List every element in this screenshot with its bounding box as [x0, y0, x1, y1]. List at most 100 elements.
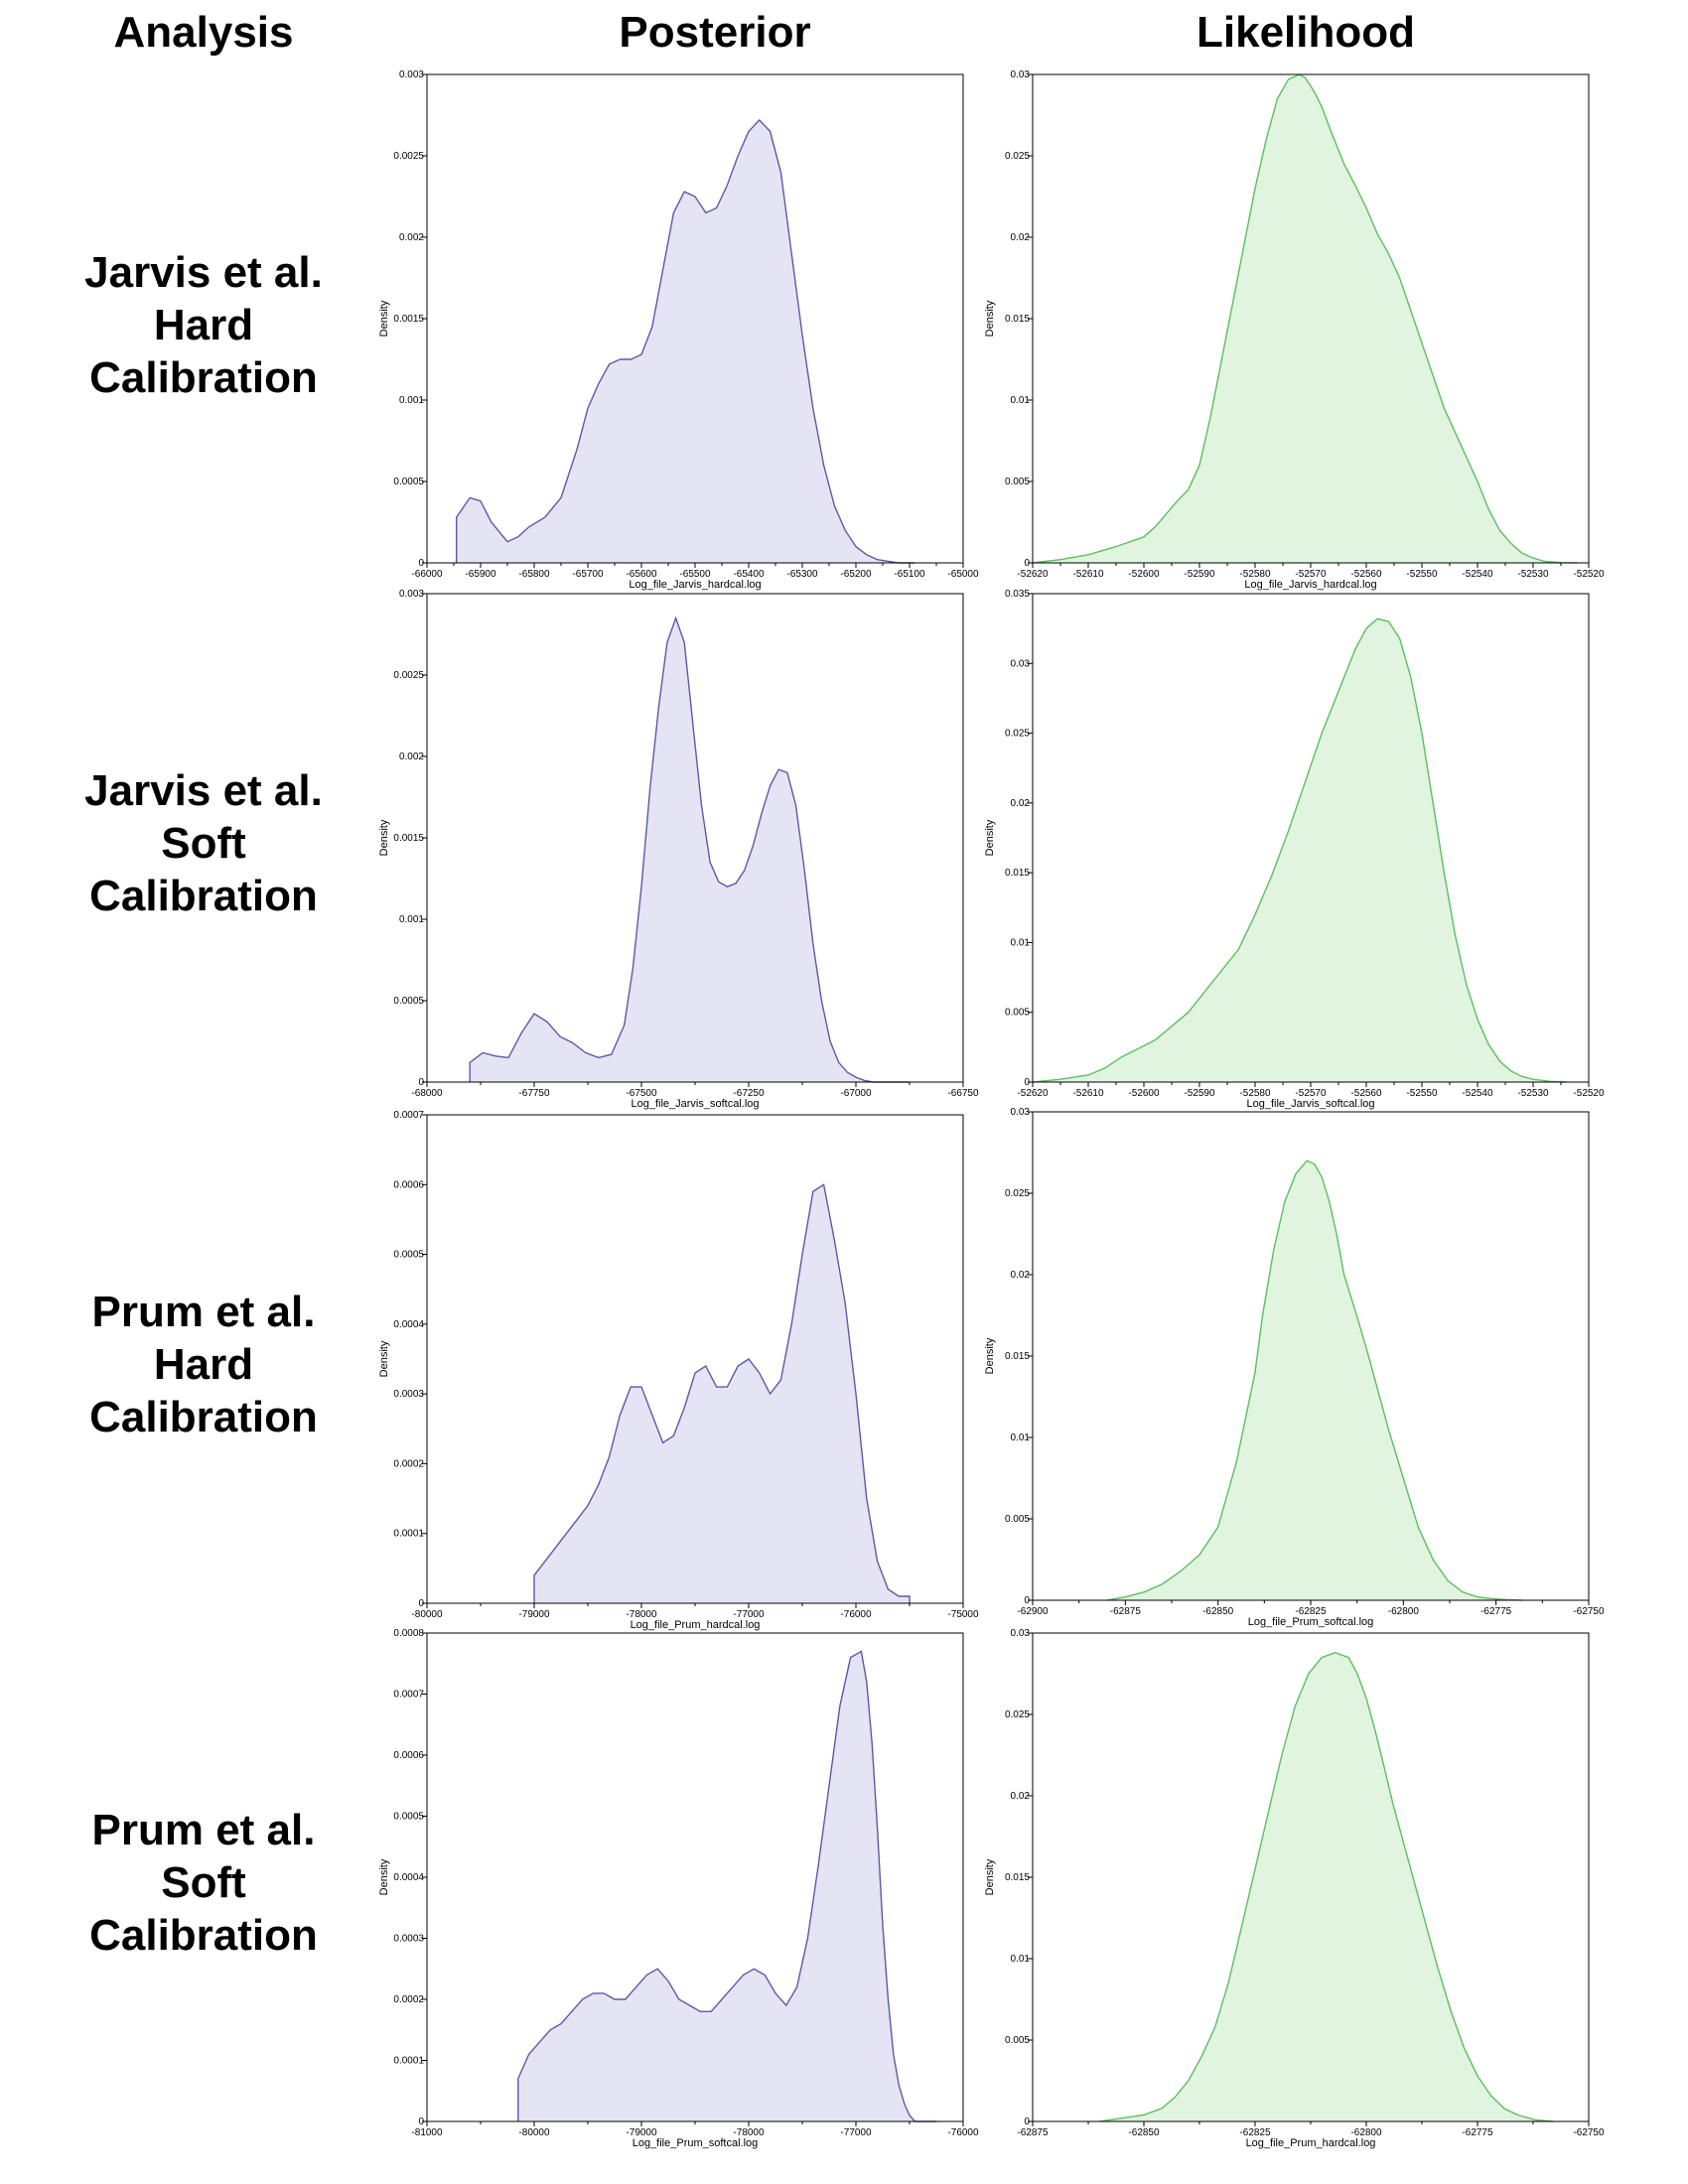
- x-tick-label: -52540: [1462, 1088, 1493, 1099]
- x-tick-label: -67750: [518, 1088, 550, 1099]
- y-tick-label: 0.025: [1005, 729, 1030, 740]
- y-tick-label: 0.0003: [393, 1389, 424, 1400]
- x-tick-label: -62775: [1480, 1606, 1512, 1617]
- row-label-line: Calibration: [89, 872, 318, 920]
- posterior-column-header: Posterior: [619, 8, 811, 57]
- y-axis-label: Density: [984, 819, 996, 856]
- x-tick-label: -52570: [1295, 569, 1327, 580]
- density-area: [1106, 1160, 1522, 1600]
- density-area: [470, 617, 910, 1082]
- y-tick-label: 0.0006: [393, 1179, 424, 1190]
- x-tick-label: -65100: [894, 569, 925, 580]
- y-tick-label: 0.01: [1011, 395, 1031, 406]
- density-area: [1099, 1652, 1554, 2121]
- x-tick-label: -80000: [411, 1609, 443, 1620]
- x-tick-label: -62800: [1388, 1606, 1420, 1617]
- x-tick-label: -78000: [733, 2127, 765, 2138]
- density-line: [469, 615, 910, 1083]
- x-tick-label: -52550: [1406, 1088, 1438, 1099]
- y-axis-label: Density: [984, 1337, 996, 1374]
- row-label-line: Prum et al.: [91, 1806, 316, 1854]
- x-tick-label: -52540: [1462, 569, 1493, 580]
- x-tick-label: -67250: [733, 1088, 765, 1099]
- y-tick-label: 0.025: [1005, 1709, 1030, 1720]
- y-tick-label: 0.001: [399, 914, 424, 925]
- y-tick-label: 0.0004: [393, 1872, 424, 1883]
- x-tick-label: -52530: [1517, 1088, 1549, 1099]
- x-tick-label: -52600: [1128, 569, 1160, 580]
- x-tick-label: -66000: [411, 569, 443, 580]
- y-tick-label: 0.0005: [393, 1812, 424, 1823]
- density-line: [1032, 617, 1567, 1083]
- y-axis-label: Density: [984, 300, 996, 337]
- y-tick-label: 0.005: [1005, 477, 1030, 487]
- row-label-line: Calibration: [89, 1911, 318, 1960]
- x-tick-label: -52570: [1295, 1088, 1327, 1099]
- x-tick-label: -68000: [411, 1088, 443, 1099]
- x-tick-label: -79000: [626, 2127, 657, 2138]
- density-area: [1033, 74, 1578, 563]
- x-tick-label: -62775: [1462, 2127, 1493, 2138]
- row-label-line: Soft: [161, 1858, 246, 1907]
- y-tick-label: 0.0002: [393, 1458, 424, 1469]
- x-tick-label: -80000: [518, 2127, 550, 2138]
- x-tick-label: -62850: [1128, 2127, 1160, 2138]
- x-tick-label: -52550: [1406, 569, 1438, 580]
- x-tick-label: -65300: [786, 569, 818, 580]
- y-tick-label: 0.0007: [393, 1690, 424, 1701]
- chart-jarvis-hard-posterior: -66000 -65900 -65800 -65700 -65600 -65500 -654…: [378, 69, 979, 591]
- x-tick-label: -65400: [733, 569, 765, 580]
- row-label-jarvis-hard: Jarvis et al. Hard Calibration: [40, 246, 367, 404]
- x-tick-label: -67500: [626, 1088, 657, 1099]
- y-axis-label: Density: [984, 1858, 996, 1895]
- y-tick-label: 0.0005: [393, 1250, 424, 1261]
- x-axis-label: Log_file_Prum_hardcal.log: [631, 1619, 761, 1631]
- x-axis-label: Log_file_Jarvis_hardcal.log: [1244, 579, 1376, 591]
- y-tick-label: 0.003: [399, 69, 424, 80]
- density-line: [1106, 1160, 1522, 1601]
- y-tick-label: 0.0002: [393, 1994, 424, 2005]
- x-tick-label: -78000: [626, 1609, 657, 1620]
- y-tick-label: 0.015: [1005, 1872, 1030, 1883]
- row-label-line: Prum et al.: [91, 1288, 316, 1336]
- x-tick-label: -79000: [518, 1609, 550, 1620]
- x-tick-label: -65200: [840, 569, 872, 580]
- x-tick-label: -76000: [840, 1609, 872, 1620]
- row-label-line: Jarvis et al.: [84, 766, 323, 815]
- x-tick-label: -52600: [1128, 1088, 1160, 1099]
- y-tick-label: 0.0004: [393, 1319, 424, 1330]
- y-tick-label: 0.002: [399, 232, 424, 243]
- y-tick-label: 0.0007: [393, 1110, 424, 1121]
- row-label-line: Hard: [153, 1340, 254, 1389]
- density-area: [1033, 618, 1567, 1082]
- density-line: [1032, 73, 1578, 564]
- x-tick-label: -65800: [518, 569, 550, 580]
- x-axis-label: Log_file_Jarvis_softcal.log: [631, 1098, 759, 1110]
- y-tick-label: 0.0001: [393, 1529, 424, 1540]
- x-tick-label: -62850: [1202, 1606, 1234, 1617]
- x-tick-label: -52610: [1072, 569, 1104, 580]
- y-tick-label: 0.02: [1011, 1270, 1031, 1281]
- x-tick-label: -52590: [1184, 1088, 1215, 1099]
- x-tick-label: -62875: [1110, 1606, 1142, 1617]
- y-tick-label: 0.0005: [393, 477, 424, 487]
- y-axis-label: Density: [378, 300, 390, 337]
- x-axis-label: Log_file_Prum_hardcal.log: [1246, 2137, 1376, 2149]
- y-axis-label: Density: [378, 819, 390, 856]
- chart-prum-hard-posterior: -80000 -79000 -78000 -77000 -76000 -75000 0 0.0…: [378, 1110, 979, 1631]
- x-tick-label: -52580: [1239, 569, 1271, 580]
- y-tick-label: 0: [418, 558, 424, 569]
- y-tick-label: 0.005: [1005, 2035, 1030, 2046]
- y-tick-label: 0.01: [1011, 1954, 1031, 1965]
- y-tick-label: 0.0025: [393, 151, 424, 162]
- y-tick-label: 0.005: [1005, 1514, 1030, 1525]
- x-tick-label: -62875: [1017, 2127, 1049, 2138]
- x-axis-label: Log_file_Prum_softcal.log: [633, 2137, 759, 2149]
- y-axis-label: Density: [378, 1858, 390, 1895]
- y-tick-label: 0.0015: [393, 314, 424, 325]
- y-tick-label: 0.02: [1011, 798, 1031, 809]
- density-line: [533, 1183, 911, 1603]
- y-tick-label: 0: [418, 2116, 424, 2127]
- y-tick-label: 0.0006: [393, 1750, 424, 1761]
- density-line: [1099, 1651, 1554, 2122]
